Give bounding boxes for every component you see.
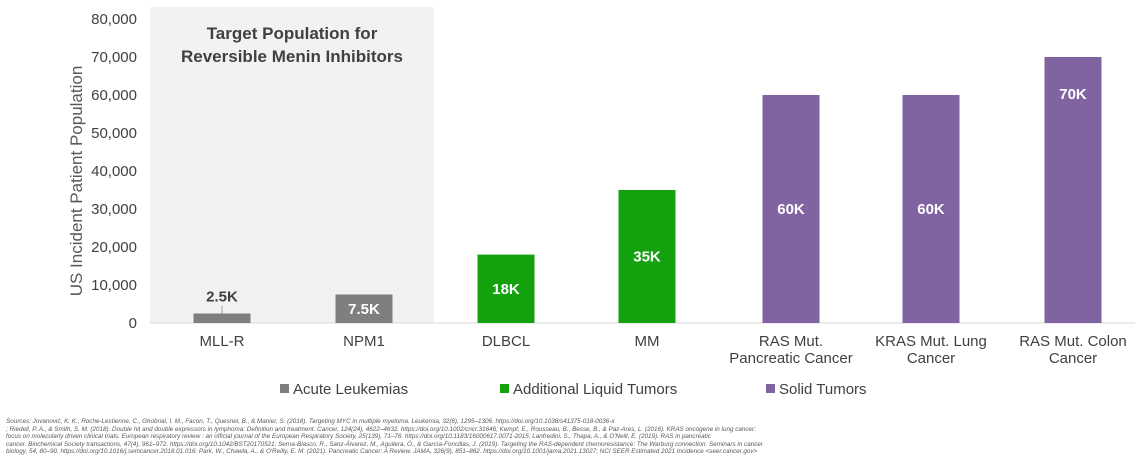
sources-line: biology, 54, 80–90. https://doi.org/10.1… (6, 448, 758, 456)
data-label-mm: 35K (633, 249, 661, 266)
y-axis-label: US Incident Patient Population (67, 66, 86, 297)
y-tick-label: 10,000 (91, 277, 137, 294)
legend-swatch-additional-liquid-tumors (500, 384, 509, 393)
x-tick-label: MLL-R (199, 333, 244, 350)
y-tick-label: 70,000 (91, 49, 137, 66)
bar-npm1 (335, 294, 393, 323)
bar-ras-mut-colon-cancer (1044, 57, 1102, 323)
bars: 2.5K 7.5K 18K 35K 60K 60K 70K (193, 57, 1102, 323)
target-annotation-line-2: Reversible Menin Inhibitors (181, 47, 403, 66)
legend-label-additional-liquid-tumors: Additional Liquid Tumors (513, 381, 677, 398)
x-tick-label: Pancreatic Cancer (729, 350, 852, 367)
x-tick-label: NPM1 (343, 333, 385, 350)
bar-chart: Target Population for Reversible Menin I… (67, 7, 1135, 398)
y-tick-label: 30,000 (91, 201, 137, 218)
y-tick-label: 40,000 (91, 163, 137, 180)
y-axis-ticks: 0 10,000 20,000 30,000 40,000 50,000 60,000 70,… (91, 11, 137, 332)
data-label-ras-mut-colon-cancer: 70K (1059, 86, 1087, 103)
category-labels: MLL-R NPM1 DLBCL MM RAS Mut.Pancreatic Cance… (199, 333, 1126, 367)
bar-kras-mut-lung-cancer (902, 95, 960, 323)
x-tick-label: KRAS Mut. Lung (875, 333, 987, 350)
bar-mm (618, 190, 676, 323)
legend: Acute Leukemias Additional Liquid Tumors S… (280, 381, 867, 398)
target-population-highlight (150, 7, 434, 323)
x-tick-label: RAS Mut. (759, 333, 823, 350)
target-annotation-line-1: Target Population for (207, 24, 378, 43)
data-label-ras-mut-pancreatic-cancer: 60K (777, 201, 805, 218)
sources-footnote: Sources: Jovanović, K. K., Roche-Lestien… (6, 418, 1006, 456)
data-label-mll-r: 2.5K (206, 289, 238, 306)
x-tick-label: Cancer (907, 350, 955, 367)
x-tick-label: MM (635, 333, 660, 350)
legend-swatch-acute-leukemias (280, 384, 289, 393)
sources-line: cancer. Biochemical Society transactions… (6, 440, 763, 448)
y-tick-label: 20,000 (91, 239, 137, 256)
bar-ras-mut-pancreatic-cancer (762, 95, 820, 323)
x-tick-label: DLBCL (482, 333, 530, 350)
y-tick-label: 60,000 (91, 87, 137, 104)
y-tick-label: 50,000 (91, 125, 137, 142)
sources-line: focus on molecularly driven clinical tri… (6, 433, 711, 441)
legend-label-solid-tumors: Solid Tumors (779, 381, 867, 398)
y-tick-label: 80,000 (91, 11, 137, 28)
data-label-dlbcl: 18K (492, 281, 520, 298)
data-label-npm1: 7.5K (348, 301, 380, 318)
legend-label-acute-leukemias: Acute Leukemias (293, 381, 408, 398)
data-label-kras-mut-lung-cancer: 60K (917, 201, 945, 218)
bar-mll-r (193, 313, 251, 323)
x-tick-label: Cancer (1049, 350, 1097, 367)
legend-swatch-solid-tumors (766, 384, 775, 393)
x-tick-label: RAS Mut. Colon (1019, 333, 1127, 350)
sources-line: Sources: Jovanović, K. K., Roche-Lestien… (6, 418, 615, 425)
sources-line: ; Riedell, P. A., & Smith, S. M. (2018).… (6, 425, 756, 433)
y-tick-label: 0 (129, 315, 137, 332)
bar-dlbcl (477, 254, 535, 323)
